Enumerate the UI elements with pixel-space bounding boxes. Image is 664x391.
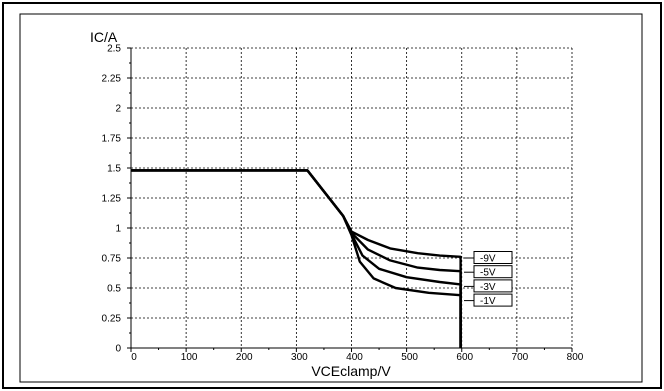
x-tick-label: 800 xyxy=(567,352,584,363)
legend-label: -9V xyxy=(480,254,496,265)
y-tick-label: 1.75 xyxy=(102,134,122,145)
series-group xyxy=(131,169,462,348)
x-tick-label: 400 xyxy=(346,352,363,363)
inner-frame xyxy=(19,13,643,383)
y-tick-label: 1.25 xyxy=(102,194,122,205)
series-line--1V xyxy=(131,169,462,348)
y-tick-label: 0.5 xyxy=(107,284,121,295)
y-tick-label: 2.25 xyxy=(102,74,122,85)
x-tick-label: 200 xyxy=(236,352,253,363)
y-tick-label: 2.5 xyxy=(107,44,121,55)
legend-label: -1V xyxy=(480,296,496,307)
y-tick-label: 0.25 xyxy=(102,314,122,325)
legend-label: -5V xyxy=(480,268,496,279)
y-tick-label: 1 xyxy=(115,224,121,235)
y-axis-title: IC/A xyxy=(90,29,118,45)
y-ticks: 0 0.25 0.5 0.75 1 1.25 1.5 1.75 2 2.25 2.5 xyxy=(102,44,131,355)
y-tick-label: 1.5 xyxy=(107,164,121,175)
x-tick-label: 0 xyxy=(131,352,137,363)
y-tick-label: 0.75 xyxy=(102,254,122,265)
x-axis-title: VCEclamp/V xyxy=(311,363,391,379)
x-tick-label: 300 xyxy=(291,352,308,363)
x-tick-label: 700 xyxy=(512,352,529,363)
y-tick-label: 2 xyxy=(115,104,121,115)
legend-label: -3V xyxy=(480,282,496,293)
grid xyxy=(131,47,573,348)
x-tick-label: 600 xyxy=(456,352,473,363)
legend: -9V -5V -3V -1V xyxy=(464,251,513,307)
x-tick-label: 100 xyxy=(181,352,198,363)
y-tick-label: 0 xyxy=(115,344,121,355)
x-tick-label: 500 xyxy=(401,352,418,363)
